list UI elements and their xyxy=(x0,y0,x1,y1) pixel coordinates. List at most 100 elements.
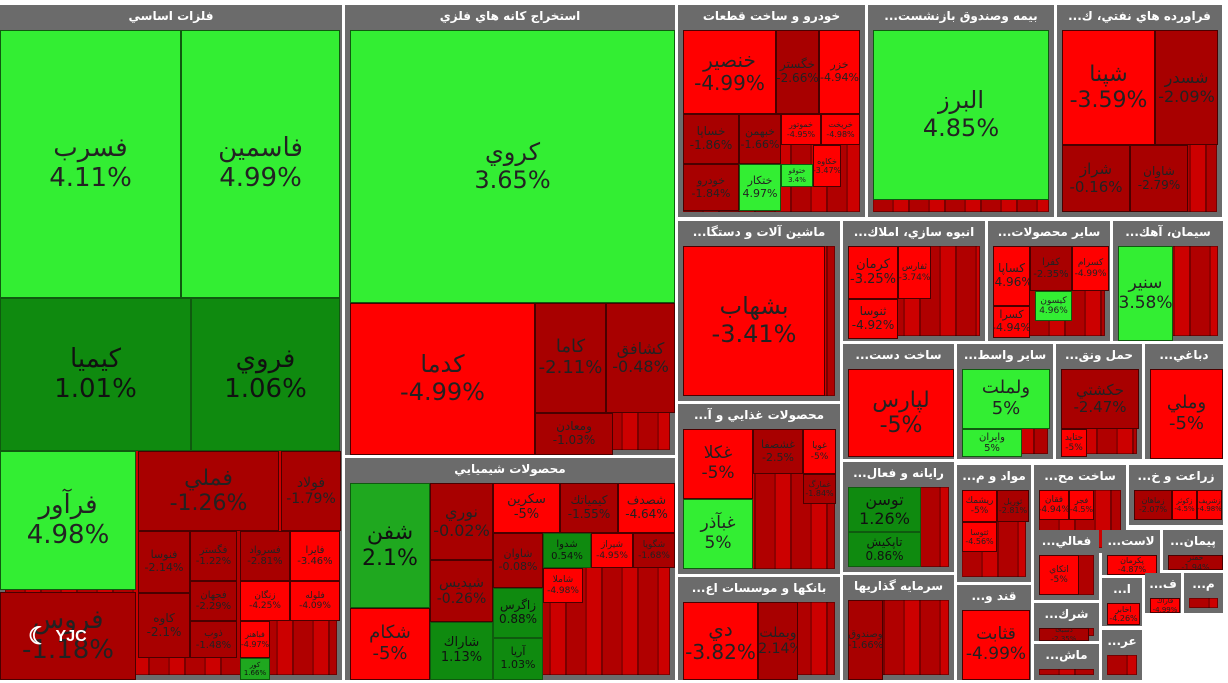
stock-tile[interactable]: كور 1.66% xyxy=(240,658,270,680)
stock-tile[interactable]: كروي 3.65% xyxy=(350,30,675,303)
stock-tile[interactable]: ريشمك -5% xyxy=(962,490,997,522)
stock-tile[interactable]: شكام -5% xyxy=(350,608,430,680)
stock-tile[interactable]: خبهمن -1.66% xyxy=(739,114,781,164)
stock-tile[interactable]: پکرمان -4.87% xyxy=(1107,555,1157,575)
stock-tile[interactable]: كشافق -0.48% xyxy=(606,303,675,413)
sector-block[interactable]: ا... اخابر -4.26% xyxy=(1102,578,1142,626)
stock-tile[interactable]: توسن 1.26% xyxy=(848,487,921,532)
sector-block[interactable]: ماشين آلات و دستگا... بشهاب -3.41% xyxy=(678,221,840,401)
stock-tile[interactable]: شاوان -0.08% xyxy=(493,533,543,588)
stock-tile[interactable]: خودرو -1.84% xyxy=(683,164,739,211)
sector-block[interactable]: فراورده هاي نفتي، ك... شپنا -3.59% شسدر -2.0… xyxy=(1057,5,1222,217)
stock-tile[interactable]: زكوثر -4.5% xyxy=(1172,490,1197,520)
stock-tile[interactable]: شفن 2.1% xyxy=(350,483,430,608)
sector-block[interactable]: محصولات شيميايي شفن 2.1% شكام -5% نوري -0.02% ش… xyxy=(345,458,675,680)
stock-tile[interactable]: فلوله -4.09% xyxy=(290,581,340,621)
stock-tile[interactable]: لپارس -5% xyxy=(848,369,954,457)
sector-block[interactable]: سرمايه گذاريها وصندوق -1.66% xyxy=(843,575,954,680)
stock-tile[interactable]: غكلا -5% xyxy=(683,429,753,499)
stock-tile[interactable]: زاگرس 0.88% xyxy=(493,588,543,638)
stock-tile[interactable]: فگستر -1.22% xyxy=(190,531,237,581)
stock-tile[interactable]: غویا -5% xyxy=(803,429,836,474)
stock-tile[interactable]: فاسمين 4.99% xyxy=(181,30,340,298)
stock-tile[interactable]: فسرواد -2.81% xyxy=(240,531,290,581)
stock-tile[interactable]: خكاوه -3.47% xyxy=(813,145,841,187)
stock-tile[interactable]: كسرام -4.99% xyxy=(1072,246,1109,291)
stock-tile[interactable]: شصدف -4.64% xyxy=(618,483,675,533)
stock-tile[interactable]: دسبحا -2.35% xyxy=(1039,628,1089,641)
sector-block[interactable]: محصولات غذايي و آ... غكلا -5% غشصفا -2.5% غوی… xyxy=(678,404,840,574)
stock-tile[interactable]: غمارگ -1.84% xyxy=(803,474,836,504)
stock-tile[interactable]: وبملت-2.14% xyxy=(758,602,798,680)
stock-tile[interactable]: كساپا-4.96% xyxy=(993,246,1030,306)
stock-tile[interactable]: كسرا -4.94% xyxy=(993,306,1030,338)
stock-tile[interactable]: فقان -4.94% xyxy=(1039,490,1069,520)
stock-tile[interactable]: حتاید -5% xyxy=(1061,429,1087,457)
stock-tile[interactable]: وصندوق -1.66% xyxy=(848,600,883,680)
stock-tile[interactable]: كرمان -3.25% xyxy=(848,246,898,299)
stock-tile[interactable]: كاما -2.11% xyxy=(535,303,606,413)
stock-tile[interactable]: شپديس -0.26% xyxy=(430,560,493,622)
stock-tile[interactable]: فولاد -1.79% xyxy=(281,451,341,531)
stock-tile[interactable]: حكشتي -2.47% xyxy=(1061,369,1139,429)
stock-tile[interactable]: كيسون 4.96% xyxy=(1035,291,1072,321)
stock-tile[interactable]: البرز 4.85% xyxy=(873,30,1049,200)
sector-block[interactable]: ف... فاراك -4.99% xyxy=(1145,573,1181,613)
stock-tile[interactable]: غبآذر 5% xyxy=(683,499,753,569)
sector-block[interactable]: ساير واسط... ولملت 5% وايران 5% xyxy=(957,344,1053,459)
stock-tile[interactable]: زماهان -2.07% xyxy=(1134,490,1172,520)
sector-block[interactable]: سيمان، آهك... سنير 3.58% xyxy=(1113,221,1223,341)
sector-block[interactable]: بانكها و موسسات اع... دي-3.82%وبملت-2.14% xyxy=(678,577,840,680)
stock-tile[interactable]: شراز -0.16% xyxy=(1062,145,1130,212)
stock-tile[interactable]: سنير 3.58% xyxy=(1118,246,1173,341)
sector-block[interactable]: دباغي... وملي -5% xyxy=(1145,344,1223,459)
stock-tile[interactable]: خنصير -4.99% xyxy=(683,30,776,114)
sector-block[interactable]: بيمه وصندوق بازنشست... البرز 4.85% xyxy=(868,5,1054,217)
stock-tile[interactable]: فرآور 4.98% xyxy=(0,451,136,590)
stock-tile[interactable]: نوري -0.02% xyxy=(430,483,493,560)
stock-tile[interactable]: خفنر -1.94% xyxy=(1168,555,1223,570)
stock-tile[interactable]: ختوقو 3.4% xyxy=(781,164,813,187)
stock-tile[interactable]: قثابت -4.99% xyxy=(962,610,1030,680)
sector-block[interactable]: ساير محصولات...كساپا-4.96%كفرا-2.35%كسرا… xyxy=(988,221,1110,341)
stock-tile[interactable]: سكرين -5% xyxy=(493,483,560,533)
sector-block[interactable]: قند و... قثابت -4.99% xyxy=(957,585,1031,680)
stock-tile[interactable]: ولملت 5% xyxy=(962,369,1050,429)
stock-tile[interactable]: ذوب -1.48% xyxy=(190,621,237,658)
stock-tile[interactable]: فروي 1.06% xyxy=(191,298,340,451)
stock-tile[interactable]: وايران 5% xyxy=(962,429,1022,457)
sector-block[interactable]: م... xyxy=(1184,573,1223,613)
stock-tile[interactable]: شدوا 0.54% xyxy=(543,533,591,568)
stock-tile[interactable]: ختكار 4.97% xyxy=(739,164,781,211)
stock-tile[interactable]: فجهان -2.29% xyxy=(190,581,237,621)
stock-tile[interactable]: ثنوسا -4.92% xyxy=(848,299,898,339)
stock-tile[interactable]: فنوسا -2.14% xyxy=(138,531,190,593)
stock-tile[interactable]: كاوه -2.1% xyxy=(138,593,190,658)
sector-block[interactable]: مواد و م... ريشمك -5% ثوريل -2.81% ثتوسا -4.56… xyxy=(957,465,1031,582)
stock-tile[interactable]: خزر -4.94% xyxy=(819,30,860,114)
stock-tile[interactable]: ثتوسا -4.56% xyxy=(962,522,997,552)
sector-block[interactable]: ساخت دست... لپارس -5% xyxy=(843,344,954,459)
stock-tile[interactable]: دي -3.82% xyxy=(683,602,758,680)
stock-tile[interactable]: شاوان -2.79% xyxy=(1130,145,1188,212)
stock-tile[interactable]: خريخت -4.98% xyxy=(821,114,860,145)
stock-tile[interactable]: غشصفا -2.5% xyxy=(753,429,803,474)
stock-tile[interactable]: آريا 1.03% xyxy=(493,638,543,680)
stock-tile[interactable]: ثفارس -3.74% xyxy=(898,246,931,299)
stock-tile[interactable]: كيميا 1.01% xyxy=(0,298,191,451)
stock-tile[interactable]: فجر -4.5% xyxy=(1069,490,1094,520)
stock-tile[interactable]: فباهنر -4.97% xyxy=(240,621,270,658)
sector-block[interactable]: حمل ونق... حكشتي -2.47% حتاید -5% xyxy=(1056,344,1142,459)
stock-tile[interactable]: وملي -5% xyxy=(1150,369,1223,459)
stock-tile[interactable]: فسرب 4.11% xyxy=(0,30,181,298)
stock-tile[interactable]: فروس -1.18% xyxy=(0,592,136,680)
sector-block[interactable]: استخراج كانه هاي فلزي كروي 3.65% كدما -4.99%… xyxy=(345,5,675,455)
stock-tile[interactable]: خموتور -4.95% xyxy=(781,114,821,145)
sector-block[interactable]: شرك... دسبحا -2.35% xyxy=(1034,603,1099,641)
sector-block[interactable]: ماش... xyxy=(1034,644,1099,680)
sector-block[interactable]: خودرو و ساخت قطعات خنصير -4.99% خگستر -2.66%… xyxy=(678,5,865,217)
sector-block[interactable]: زراعت و خ... زماهان -2.07% زكوثر -4.5% زشريف -… xyxy=(1129,465,1223,525)
sector-block[interactable]: رايانه و فعال... توسن 1.26% تاپكيش 0.86% xyxy=(843,462,954,572)
stock-tile[interactable]: اخابر -4.26% xyxy=(1107,603,1140,625)
stock-tile[interactable]: شاراك 1.13% xyxy=(430,622,493,680)
